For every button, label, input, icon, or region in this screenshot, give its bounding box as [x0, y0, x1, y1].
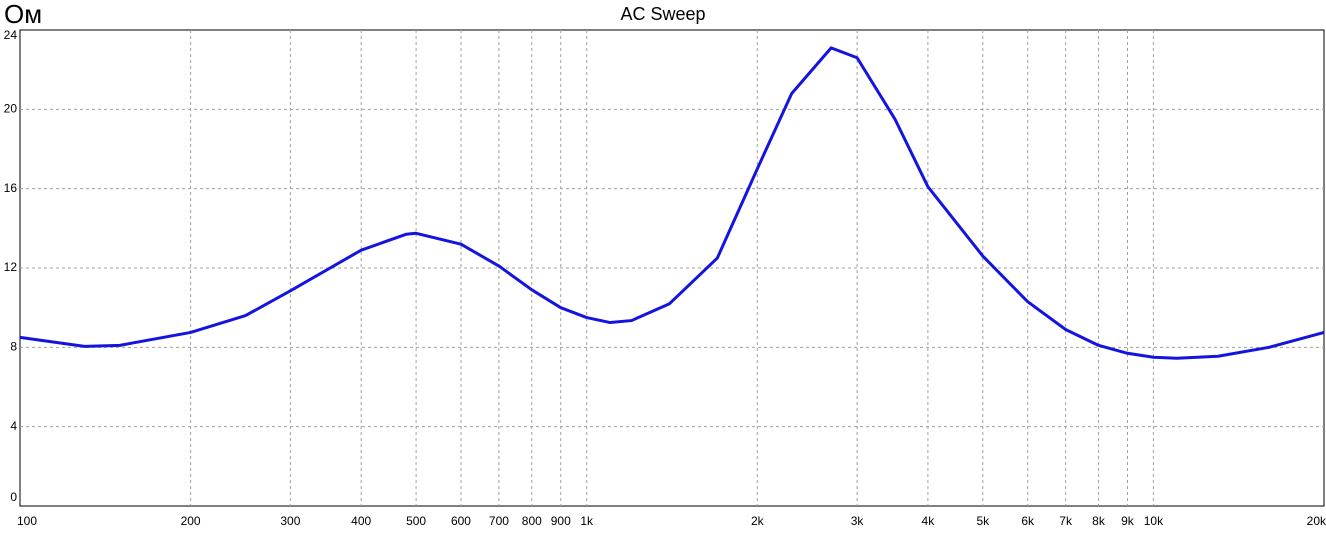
x-tick-label: 6k: [1021, 514, 1035, 528]
x-tick-label: 3k: [851, 514, 865, 528]
x-tick-label: 5k: [976, 514, 990, 528]
x-tick-label: 200: [181, 514, 201, 528]
x-tick-label: 2k: [751, 514, 765, 528]
x-tick-label: 900: [551, 514, 571, 528]
x-tick-label: 8k: [1092, 514, 1106, 528]
data-line: [19, 46, 1325, 360]
x-tick-label: 300: [280, 514, 300, 528]
x-tick-label: 9k: [1121, 514, 1135, 528]
x-tick-label: 100: [17, 514, 37, 528]
y-tick-label: 8: [10, 340, 17, 354]
x-tick-label: 500: [406, 514, 426, 528]
plot-frame: [19, 29, 1325, 507]
x-tick-label: 7k: [1059, 514, 1073, 528]
x-tick-label: 700: [489, 514, 509, 528]
y-tick-label: 20: [4, 102, 18, 116]
y-tick-label: 24: [4, 28, 18, 42]
y-tick-label: 4: [10, 419, 17, 433]
x-tick-label: 400: [351, 514, 371, 528]
x-tick-label: 1k: [580, 514, 594, 528]
chart-title: AC Sweep: [620, 4, 705, 24]
x-tick-label: 10k: [1144, 514, 1164, 528]
x-tick-label: 600: [451, 514, 471, 528]
y-tick-label: 12: [4, 260, 18, 274]
y-tick-label: 16: [4, 181, 18, 195]
y-axis-label: Ом: [4, 0, 42, 29]
x-tick-label: 4k: [922, 514, 936, 528]
x-tick-label: 800: [522, 514, 542, 528]
x-tick-label: 20k: [1307, 514, 1326, 528]
y-tick-label: 0: [10, 490, 17, 504]
